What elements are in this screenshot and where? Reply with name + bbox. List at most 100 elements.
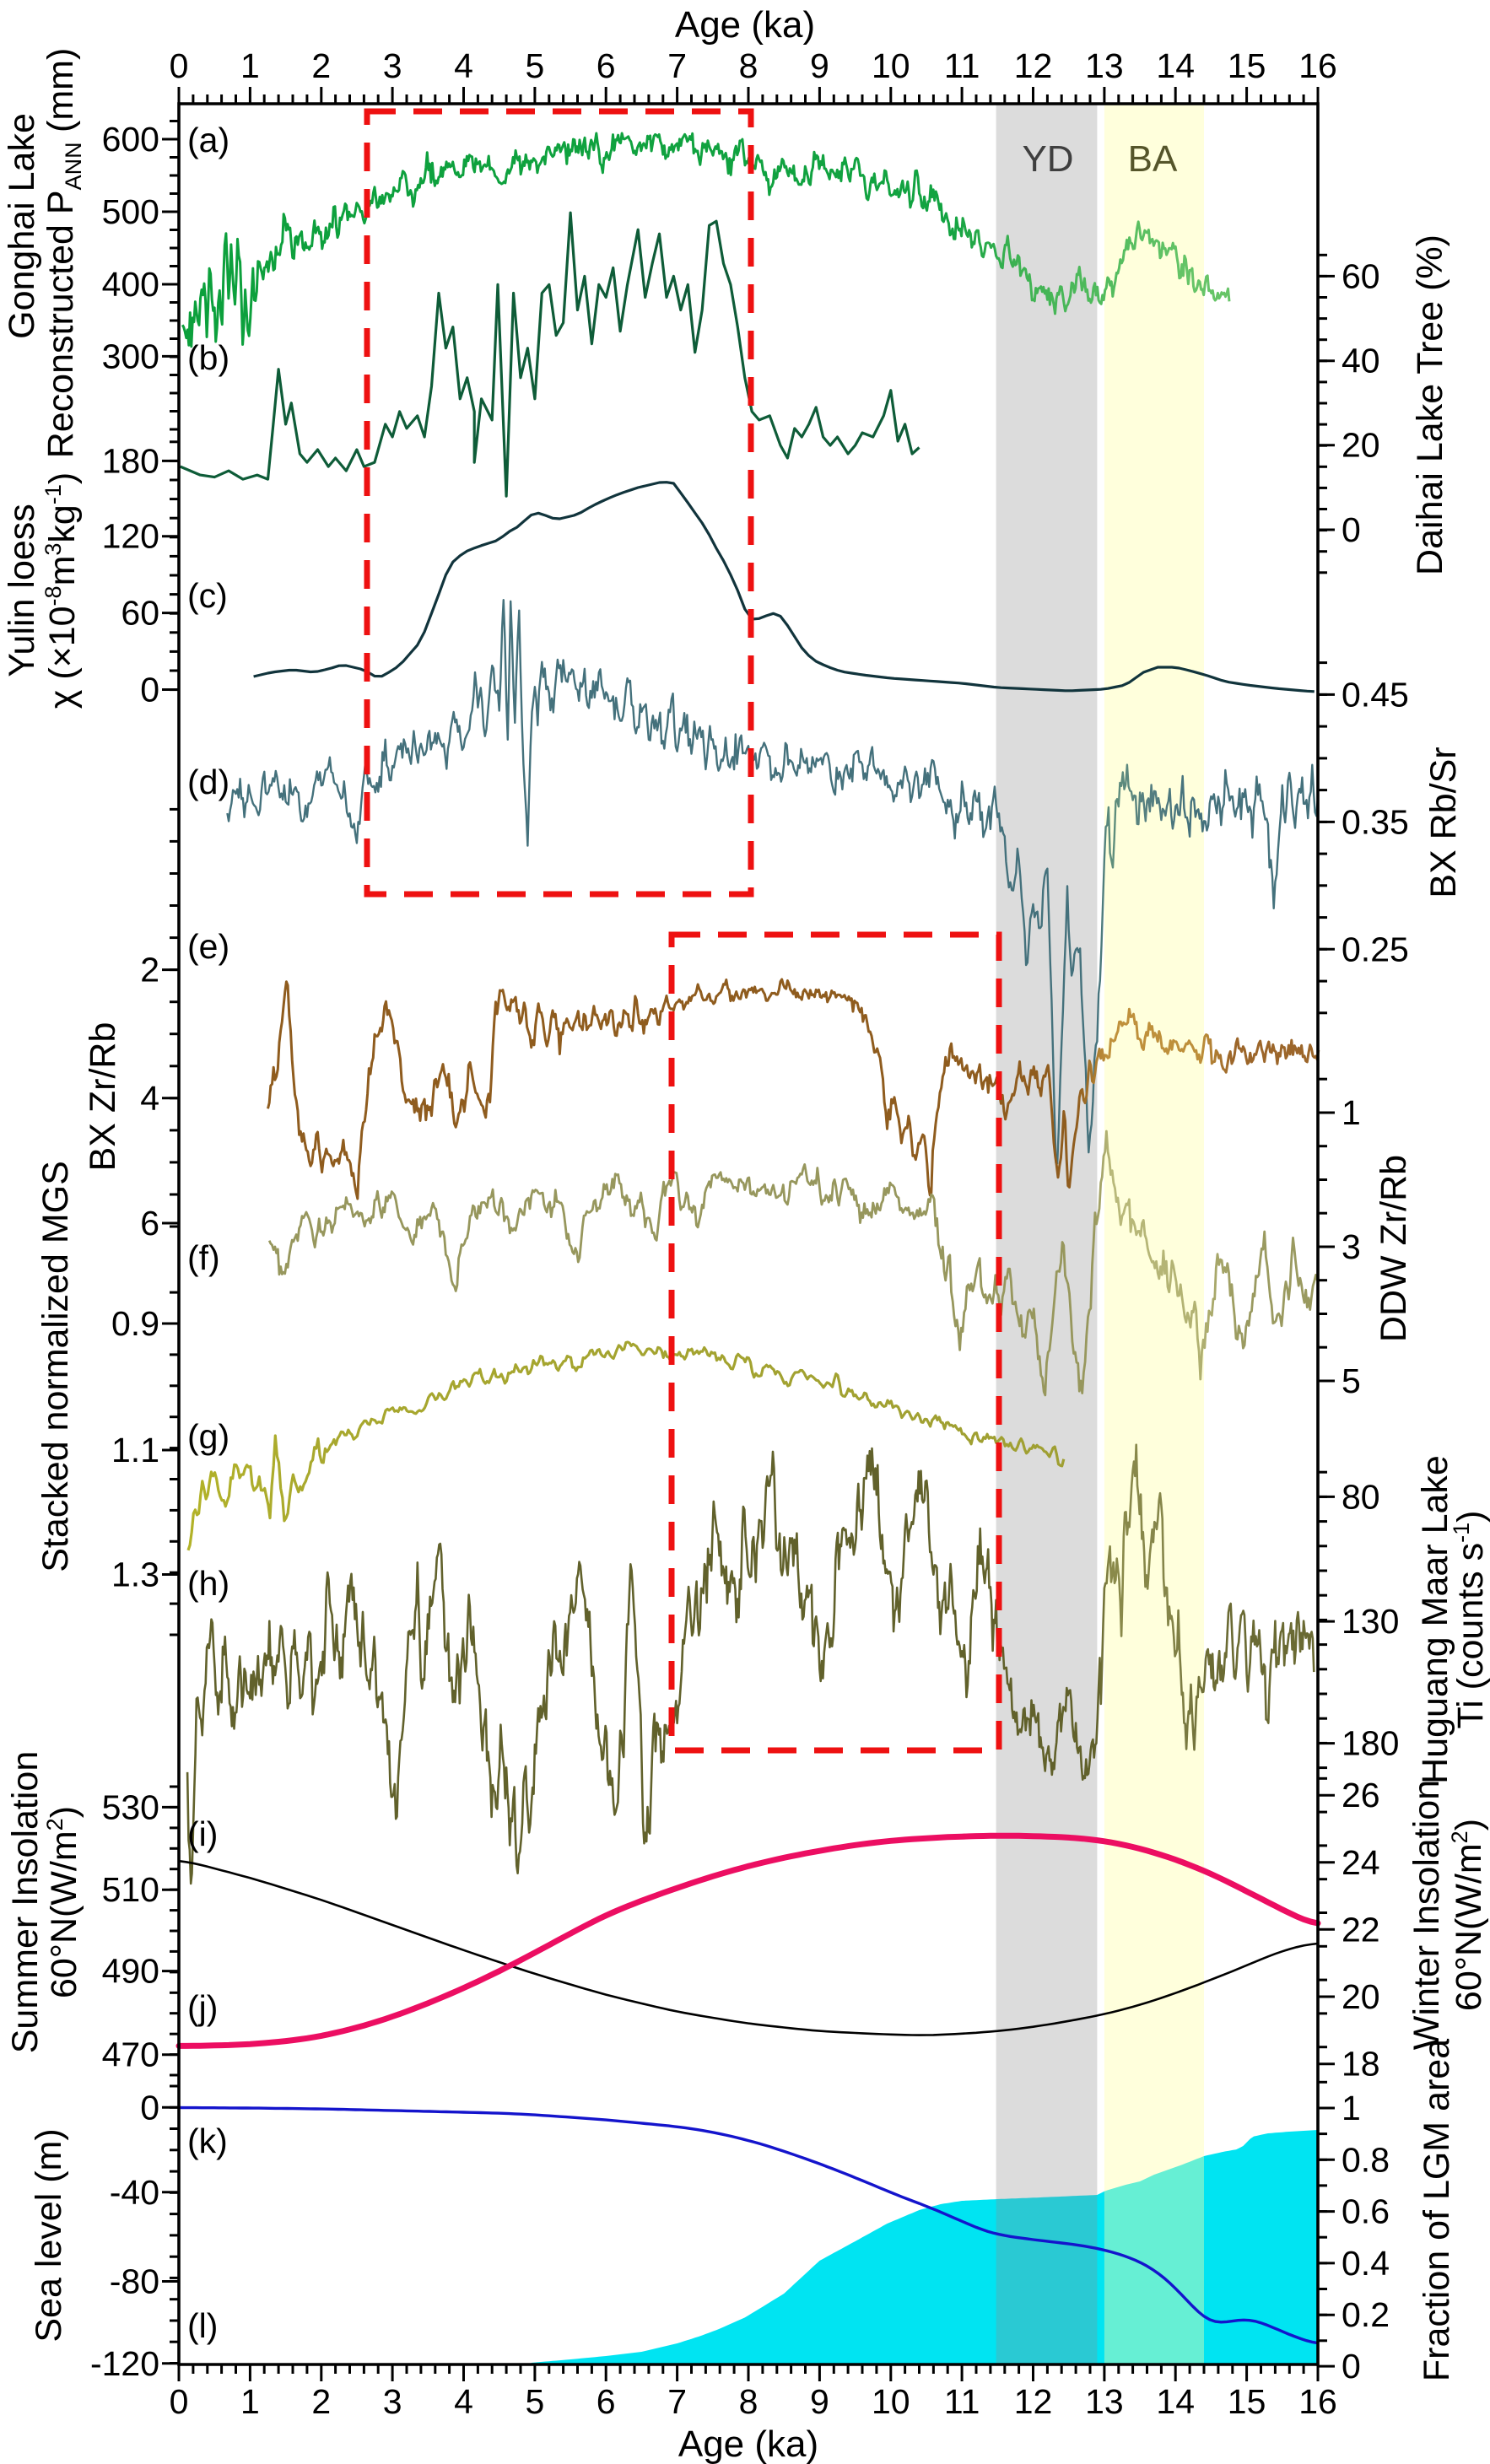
svg-text:BX Rb/Sr: BX Rb/Sr xyxy=(1423,747,1464,898)
svg-text:0.6: 0.6 xyxy=(1342,2192,1390,2231)
svg-text:12: 12 xyxy=(1014,46,1053,85)
svg-text:6: 6 xyxy=(597,2382,616,2421)
svg-text:510: 510 xyxy=(102,1870,159,1909)
svg-text:-80: -80 xyxy=(110,2262,159,2301)
svg-text:14: 14 xyxy=(1156,46,1195,85)
svg-text:130: 130 xyxy=(1342,1602,1399,1641)
svg-text:120: 120 xyxy=(102,517,159,556)
svg-text:(j): (j) xyxy=(187,1988,218,2027)
svg-text:Gonghai Lake: Gonghai Lake xyxy=(2,113,42,339)
svg-text:Stacked normalized MGS: Stacked normalized MGS xyxy=(35,1161,76,1572)
svg-text:1: 1 xyxy=(240,46,260,85)
svg-text:24: 24 xyxy=(1342,1843,1380,1882)
svg-text:5: 5 xyxy=(525,2382,544,2421)
svg-text:-40: -40 xyxy=(110,2173,159,2212)
svg-text:(d): (d) xyxy=(187,763,229,801)
svg-text:500: 500 xyxy=(102,192,159,231)
svg-text:Huguang Maar Lake: Huguang Maar Lake xyxy=(1415,1455,1455,1784)
svg-text:13: 13 xyxy=(1085,2382,1124,2421)
svg-text:300: 300 xyxy=(102,337,159,375)
svg-text:15: 15 xyxy=(1228,46,1266,85)
svg-text:2: 2 xyxy=(311,2382,331,2421)
svg-text:BA: BA xyxy=(1128,138,1178,180)
svg-text:1: 1 xyxy=(1342,1093,1361,1132)
svg-text:11: 11 xyxy=(944,2382,980,2421)
svg-text:0.25: 0.25 xyxy=(1342,930,1409,968)
svg-text:2: 2 xyxy=(140,951,159,989)
svg-text:18: 18 xyxy=(1342,2045,1380,2084)
svg-text:20: 20 xyxy=(1342,426,1380,465)
svg-text:(g): (g) xyxy=(187,1417,229,1456)
svg-text:10: 10 xyxy=(872,46,910,85)
svg-text:14: 14 xyxy=(1156,2382,1195,2421)
svg-text:Age (ka): Age (ka) xyxy=(678,2424,818,2464)
svg-text:DDW Zr/Rb: DDW Zr/Rb xyxy=(1374,1155,1414,1342)
svg-text:7: 7 xyxy=(667,2382,687,2421)
svg-text:Summer Insolation: Summer Insolation xyxy=(5,1751,46,2054)
svg-text:(e): (e) xyxy=(187,927,229,966)
svg-text:(a): (a) xyxy=(187,121,229,159)
svg-text:0.35: 0.35 xyxy=(1342,802,1409,841)
svg-text:600: 600 xyxy=(102,120,159,159)
svg-text:3: 3 xyxy=(383,46,402,85)
svg-text:Yulin loess: Yulin loess xyxy=(2,504,42,677)
svg-text:11: 11 xyxy=(944,46,980,85)
svg-text:(l): (l) xyxy=(187,2306,218,2345)
svg-text:60°N(W/m2​): 60°N(W/m2​) xyxy=(1447,1819,1489,2011)
svg-text:YD: YD xyxy=(1022,138,1073,180)
svg-text:6: 6 xyxy=(140,1204,159,1243)
svg-text:3: 3 xyxy=(1342,1227,1361,1266)
svg-text:10: 10 xyxy=(872,2382,910,2421)
svg-text:20: 20 xyxy=(1342,1977,1380,2016)
svg-text:1.3: 1.3 xyxy=(111,1556,159,1594)
svg-text:40: 40 xyxy=(1342,342,1380,380)
svg-text:470: 470 xyxy=(102,2035,159,2074)
svg-text:Ti (counts s-1​): Ti (counts s-1​) xyxy=(1449,1511,1490,1729)
svg-text:Winter Insolation: Winter Insolation xyxy=(1406,1780,1447,2050)
svg-text:26: 26 xyxy=(1342,1776,1380,1814)
svg-text:6: 6 xyxy=(597,46,616,85)
svg-text:60: 60 xyxy=(121,594,159,633)
svg-text:4: 4 xyxy=(454,2382,473,2421)
svg-text:0: 0 xyxy=(140,2088,159,2127)
svg-text:530: 530 xyxy=(102,1787,159,1826)
svg-text:5: 5 xyxy=(525,46,544,85)
svg-text:Daihai Lake Tree (%): Daihai Lake Tree (%) xyxy=(1410,235,1450,575)
svg-text:0: 0 xyxy=(1342,2347,1361,2386)
svg-text:0.9: 0.9 xyxy=(111,1304,159,1343)
svg-text:60: 60 xyxy=(1342,256,1380,295)
svg-text:(b): (b) xyxy=(187,338,229,377)
svg-text:0: 0 xyxy=(1342,510,1361,549)
svg-text:3: 3 xyxy=(383,2382,402,2421)
svg-text:4: 4 xyxy=(140,1079,159,1118)
svg-text:(f): (f) xyxy=(187,1238,220,1277)
svg-text:180: 180 xyxy=(102,441,159,480)
svg-text:BX Zr/Rb: BX Zr/Rb xyxy=(83,1022,123,1172)
svg-text:1.1: 1.1 xyxy=(111,1431,159,1469)
svg-text:(k): (k) xyxy=(187,2122,228,2160)
svg-text:1: 1 xyxy=(1342,2089,1361,2127)
svg-text:16: 16 xyxy=(1298,46,1337,85)
svg-text:(i): (i) xyxy=(187,1814,218,1853)
svg-text:15: 15 xyxy=(1228,2382,1266,2421)
svg-text:4: 4 xyxy=(454,46,473,85)
svg-text:0.2: 0.2 xyxy=(1342,2295,1390,2334)
svg-text:0: 0 xyxy=(170,2382,189,2421)
svg-text:490: 490 xyxy=(102,1952,159,1991)
svg-text:0.45: 0.45 xyxy=(1342,675,1409,714)
svg-text:60°N(W/m2​): 60°N(W/m2​) xyxy=(42,1806,84,1998)
svg-text:13: 13 xyxy=(1085,46,1124,85)
svg-text:9: 9 xyxy=(810,46,829,85)
svg-text:Fraction of LGM area: Fraction of LGM area xyxy=(1417,2039,1457,2381)
svg-text:2: 2 xyxy=(311,46,331,85)
svg-text:0.4: 0.4 xyxy=(1342,2244,1390,2283)
svg-text:80: 80 xyxy=(1342,1477,1380,1516)
svg-text:0.8: 0.8 xyxy=(1342,2140,1390,2179)
svg-text:Reconstructed PANN (mm): Reconstructed PANN (mm) xyxy=(40,48,86,459)
svg-text:(h): (h) xyxy=(187,1564,229,1603)
svg-text:Age (ka): Age (ka) xyxy=(675,4,815,46)
svg-text:(c): (c) xyxy=(187,576,228,615)
svg-text:1: 1 xyxy=(240,2382,260,2421)
svg-text:12: 12 xyxy=(1014,2382,1053,2421)
svg-text:0: 0 xyxy=(140,671,159,709)
